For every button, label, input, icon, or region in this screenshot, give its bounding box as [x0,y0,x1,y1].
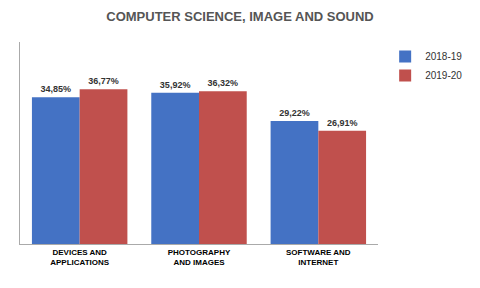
svg-text:2019-20: 2019-20 [425,70,462,81]
svg-text:29,22%: 29,22% [279,108,310,118]
svg-text:2018-19: 2018-19 [425,51,462,62]
svg-text:SOFTWARE ANDINTERNET: SOFTWARE ANDINTERNET [286,248,351,267]
svg-text:COMPUTER SCIENCE, IMAGE AND SO: COMPUTER SCIENCE, IMAGE AND SOUND [106,9,373,24]
svg-text:34,85%: 34,85% [41,84,72,94]
svg-text:36,77%: 36,77% [88,76,119,86]
svg-text:PHOTOGRAPHYAND IMAGES: PHOTOGRAPHYAND IMAGES [168,248,231,267]
svg-text:DEVICES ANDAPPLICATIONS: DEVICES ANDAPPLICATIONS [50,248,110,267]
svg-text:26,91%: 26,91% [327,118,358,128]
svg-text:35,92%: 35,92% [160,80,191,90]
svg-text:36,32%: 36,32% [208,78,239,88]
